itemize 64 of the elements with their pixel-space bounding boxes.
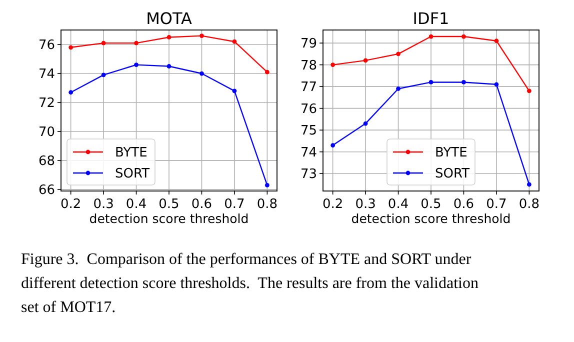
point (330, 62, 336, 68)
x-axis-title: detection score threshold (351, 211, 511, 226)
point (264, 183, 270, 188)
x-tick-label: 0.3 (355, 197, 376, 212)
y-tick-label: 73 (300, 167, 317, 182)
point (68, 45, 74, 50)
point (494, 82, 499, 87)
point (396, 86, 400, 91)
point (363, 58, 368, 63)
x-tick-label: 0.7 (486, 197, 507, 212)
point (428, 80, 434, 84)
y-tick-label: 68 (38, 154, 55, 170)
point (526, 182, 532, 187)
point (200, 34, 204, 38)
y-tick-label: 79 (300, 36, 317, 52)
y-tick-label: 74 (38, 67, 55, 82)
point (494, 38, 499, 44)
x-tick-label: 0.2 (322, 197, 344, 212)
y-tick-label: 66 (38, 183, 55, 198)
x-tick-label: 0.4 (388, 197, 409, 212)
y-tick-label: 78 (300, 58, 317, 74)
point (134, 62, 138, 68)
point (264, 70, 270, 74)
point (428, 34, 434, 39)
y-tick-label: 72 (38, 96, 55, 112)
x-tick-label: 0.3 (93, 197, 114, 212)
y-tick-label: 74 (300, 145, 317, 160)
y-tick-label: 76 (300, 102, 317, 117)
y-tick-label: 75 (300, 124, 317, 139)
x-tick-label: 0.8 (256, 197, 278, 212)
point (166, 35, 172, 40)
point (101, 40, 106, 46)
chart-title: MOTA (146, 9, 192, 28)
x-tick-label: 0.4 (126, 197, 147, 212)
point (462, 80, 466, 84)
point (462, 34, 466, 39)
point (101, 72, 106, 78)
y-tick-label: 76 (38, 38, 55, 54)
legend-label: BYTE (115, 146, 148, 161)
x-tick-label: 0.8 (518, 197, 540, 212)
point (526, 88, 532, 94)
point (232, 88, 237, 94)
point (330, 143, 336, 148)
legend-label: BYTE (435, 146, 468, 161)
point (363, 121, 368, 126)
point (200, 71, 204, 76)
caption: Figure 3. Comparison of the performances of BYTE and SORT under different detection score thresholds. The results are from the validation set of MOT17. (21, 251, 478, 316)
legend-label: SORT (115, 166, 150, 182)
x-axis-title: detection score threshold (89, 211, 249, 226)
point (68, 90, 74, 95)
y-tick-label: 77 (300, 80, 317, 96)
x-tick-label: 0.5 (158, 197, 180, 212)
point (166, 64, 172, 68)
x-tick-label: 0.6 (191, 197, 212, 212)
legend-label: SORT (435, 166, 470, 182)
x-tick-label: 0.7 (224, 197, 245, 212)
point (396, 52, 400, 56)
y-tick-label: 70 (38, 125, 55, 140)
x-tick-label: 0.2 (60, 197, 82, 212)
x-tick-label: 0.6 (453, 197, 474, 212)
point (134, 40, 138, 46)
chart-title: IDF1 (412, 9, 450, 28)
point (232, 39, 237, 44)
x-tick-label: 0.5 (420, 197, 442, 212)
